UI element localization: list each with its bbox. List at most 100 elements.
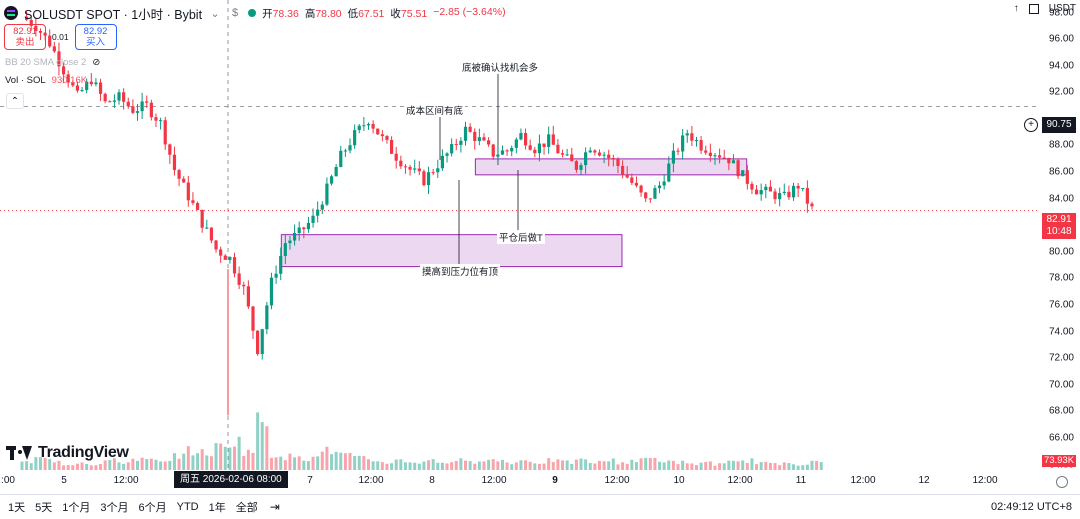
volume-bar: [454, 460, 458, 470]
candle-body: [667, 163, 671, 182]
candle-body: [450, 144, 454, 154]
volume-bar: [440, 462, 444, 470]
candle-body: [219, 249, 223, 256]
range-button[interactable]: 1个月: [62, 502, 91, 514]
volume-bar: [200, 449, 204, 470]
candle-body: [329, 176, 334, 184]
annotation-bottom-confirmed[interactable]: 底被确认找机会多: [460, 60, 541, 74]
candle-body: [288, 240, 292, 244]
volume-bar: [487, 459, 491, 470]
volume-bar: [616, 464, 620, 470]
time-tick: 12:00: [113, 475, 139, 486]
eye-slash-icon[interactable]: ⊘: [92, 57, 101, 68]
volume-bar: [676, 464, 680, 470]
volume-bar: [745, 462, 749, 470]
currency-selector[interactable]: USDT: [1048, 3, 1076, 14]
price-tick: 86.00: [1048, 166, 1074, 178]
fullscreen-icon[interactable]: [1028, 3, 1039, 14]
candle-body: [648, 198, 652, 200]
sell-button[interactable]: 82.91 卖出: [4, 24, 46, 50]
ohlc-values: 开78.36 高78.80 低67.51 收75.51 −2.85 (−3.64…: [262, 5, 506, 20]
clock[interactable]: 02:49:12 UTC+8: [990, 501, 1072, 513]
chevron-down-icon[interactable]: ⌄: [210, 7, 220, 20]
symbol-title[interactable]: SOLUSDT SPOT · 1小时 · Bybit: [24, 7, 203, 22]
volume-bar: [302, 460, 306, 470]
live-dot: [248, 9, 257, 17]
candle-body: [195, 203, 200, 210]
legend-header: SOLUSDT SPOT · 1小时 · Bybit ⌄ $ 开78.36 高7…: [4, 3, 506, 23]
volume-bar: [500, 459, 504, 470]
candle-body: [149, 102, 153, 118]
range-button[interactable]: 6个月: [138, 502, 167, 514]
volume-bar: [177, 458, 181, 470]
time-tick: 8: [429, 475, 435, 486]
collapse-legend-button[interactable]: ⌃: [6, 93, 24, 109]
volume-bar: [579, 458, 583, 470]
gear-icon[interactable]: [1056, 476, 1068, 488]
volume-bar: [251, 452, 255, 470]
range-button[interactable]: 全部: [235, 502, 258, 514]
bb-indicator-legend[interactable]: BB 20 SMA close 2 ⊘: [5, 57, 101, 68]
volume-bar: [639, 458, 643, 470]
volume-bar: [71, 465, 75, 470]
candle-body: [694, 140, 699, 142]
volume-bar: [556, 459, 560, 470]
volume-bar: [233, 446, 237, 470]
volume-bar: [366, 459, 370, 470]
range-button[interactable]: 1年: [208, 502, 226, 514]
arrow-up-icon[interactable]: ↑: [1013, 3, 1019, 14]
candle-body: [731, 160, 736, 164]
date-range-icon[interactable]: ⇥: [269, 500, 280, 514]
volume-bar: [417, 463, 421, 470]
buy-button[interactable]: 82.92 买入: [74, 24, 117, 50]
candle-body: [454, 144, 458, 146]
candle-body: [496, 154, 500, 157]
volume-bar: [260, 422, 264, 470]
volume-bar: [695, 465, 699, 470]
dollar-icon[interactable]: $: [232, 7, 239, 19]
candle-body: [237, 273, 241, 285]
candle-body: [371, 123, 375, 129]
volume-bar: [320, 451, 324, 470]
spread-value: 0.01: [52, 32, 69, 42]
candle-body: [80, 90, 84, 92]
candle-body: [260, 329, 264, 354]
range-button[interactable]: 3个月: [100, 502, 129, 514]
price-tick: 98.00: [1048, 7, 1074, 18]
price-tick: 94.00: [1048, 60, 1074, 72]
volume-bar: [62, 465, 66, 470]
annotation-close-then-t[interactable]: 平仓后做T: [497, 230, 545, 244]
candle-body: [620, 165, 625, 175]
candle-body: [713, 155, 717, 157]
volume-bar: [427, 460, 431, 470]
annotation-resistance-top[interactable]: 摸高到压力位有顶: [420, 264, 501, 278]
candle-body: [685, 133, 689, 136]
volume-indicator-legend[interactable]: Vol · SOL 930.16K: [5, 75, 88, 86]
annotation-cost-zone[interactable]: 成本区间有底: [404, 103, 466, 117]
candle-body: [718, 155, 722, 158]
candle-body: [182, 178, 186, 183]
candle-body: [796, 185, 800, 189]
candle-body: [223, 255, 227, 260]
candle-body: [214, 240, 218, 250]
add-alert-button[interactable]: +: [1024, 118, 1038, 132]
candle-body: [163, 120, 167, 145]
candle-body: [422, 171, 426, 186]
range-button[interactable]: YTD: [176, 501, 199, 513]
volume-bar: [306, 461, 310, 470]
volume-bar: [755, 464, 759, 470]
tradingview-mark-icon: [6, 446, 32, 460]
range-button[interactable]: 5天: [35, 502, 53, 514]
candle-body: [704, 150, 708, 153]
volume-bar: [750, 458, 754, 470]
volume-bar: [477, 461, 481, 470]
candle-body: [547, 134, 551, 147]
range-button[interactable]: 1天: [8, 502, 26, 514]
candle-body: [343, 150, 347, 152]
tradingview-logo[interactable]: TradingView: [6, 444, 129, 462]
candle-body: [122, 92, 126, 102]
volume-bar: [514, 462, 518, 470]
candle-body: [574, 161, 578, 170]
volume-bar: [727, 460, 731, 470]
